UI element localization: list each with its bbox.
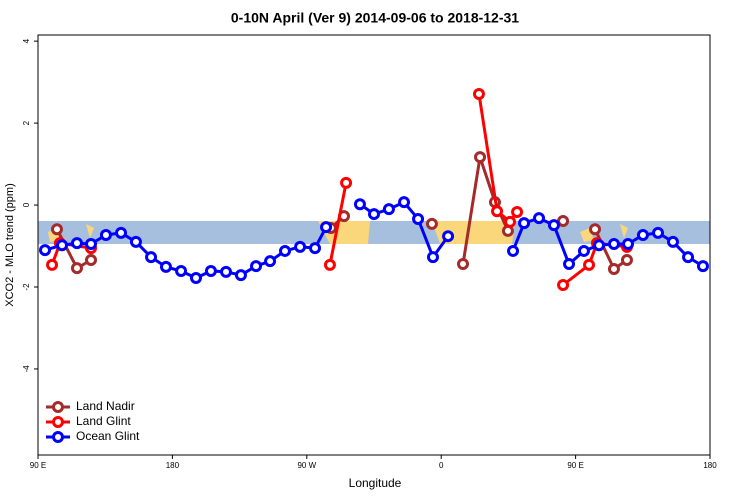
data-point	[607, 237, 620, 250]
legend-marker	[52, 416, 64, 428]
data-point	[504, 215, 517, 228]
y-tick-label: 2	[22, 120, 31, 125]
data-point	[652, 226, 665, 239]
y-tick-label: 0	[22, 202, 31, 207]
y-tick-label: -2	[22, 283, 31, 291]
data-point	[353, 198, 366, 211]
legend-marker	[52, 401, 64, 413]
data-point	[220, 265, 233, 278]
x-axis-label: Longitude	[349, 476, 402, 490]
data-point	[533, 212, 546, 225]
data-point	[382, 203, 395, 216]
data-point	[442, 230, 455, 243]
data-point	[547, 219, 560, 232]
plot-frame	[37, 34, 711, 456]
x-tick-label: 90 E	[567, 461, 583, 470]
x-tick-label: 180	[166, 461, 180, 470]
legend-label: Ocean Glint	[76, 429, 140, 443]
data-point	[491, 205, 504, 218]
data-point	[46, 258, 59, 271]
data-point	[115, 226, 128, 239]
data-point	[636, 228, 649, 241]
data-point	[320, 221, 333, 234]
legend-label: Land Nadir	[76, 399, 135, 413]
data-point	[474, 151, 487, 164]
data-point	[278, 244, 291, 257]
data-point	[50, 223, 63, 236]
data-point	[557, 215, 570, 228]
data-point	[583, 258, 596, 271]
y-axis-label: XCO2 - MLO trend (ppm)	[4, 183, 16, 306]
chart-title: 0-10N April (Ver 9) 2014-09-06 to 2018-1…	[231, 10, 519, 26]
data-point	[457, 258, 470, 271]
x-tick-label: 180	[703, 461, 717, 470]
legend-marker	[52, 431, 64, 443]
data-point	[129, 235, 142, 248]
data-point	[622, 237, 635, 250]
data-point	[412, 212, 425, 225]
data-point	[323, 258, 336, 271]
data-point	[99, 228, 112, 241]
data-point	[70, 237, 83, 250]
data-point	[398, 196, 411, 209]
data-point	[589, 223, 602, 236]
data-point	[607, 262, 620, 275]
data-point	[425, 217, 438, 230]
data-point	[472, 88, 485, 101]
y-tick-label: 4	[22, 38, 31, 43]
data-point	[518, 217, 531, 230]
data-point	[368, 208, 380, 221]
y-tick-label: -4	[22, 365, 31, 373]
x-tick-label: 90 E	[30, 461, 46, 470]
data-point	[620, 253, 633, 266]
data-point	[264, 255, 277, 268]
data-point	[85, 253, 98, 266]
data-point	[70, 262, 83, 275]
data-point	[507, 244, 520, 257]
data-point	[426, 251, 439, 264]
data-point	[563, 258, 576, 271]
data-point	[56, 239, 69, 252]
data-point	[294, 240, 307, 253]
data-point	[175, 265, 188, 278]
data-point	[204, 265, 217, 278]
data-point	[85, 237, 98, 250]
data-point	[340, 176, 353, 189]
data-point	[593, 239, 606, 252]
x-tick-label: 0	[439, 461, 444, 470]
data-point	[234, 269, 247, 282]
data-point	[511, 206, 524, 219]
data-point	[145, 251, 158, 264]
data-point	[696, 260, 709, 273]
data-point	[39, 244, 52, 257]
data-point	[189, 271, 202, 284]
data-point	[250, 260, 263, 273]
data-point	[666, 235, 679, 248]
data-point	[159, 260, 172, 273]
data-point	[682, 251, 695, 264]
x-tick-label: 90 W	[297, 461, 316, 470]
data-point	[557, 278, 570, 291]
series-line	[50, 93, 628, 287]
data-point	[577, 244, 590, 257]
data-point	[309, 242, 322, 255]
legend-label: Land Glint	[76, 414, 131, 428]
